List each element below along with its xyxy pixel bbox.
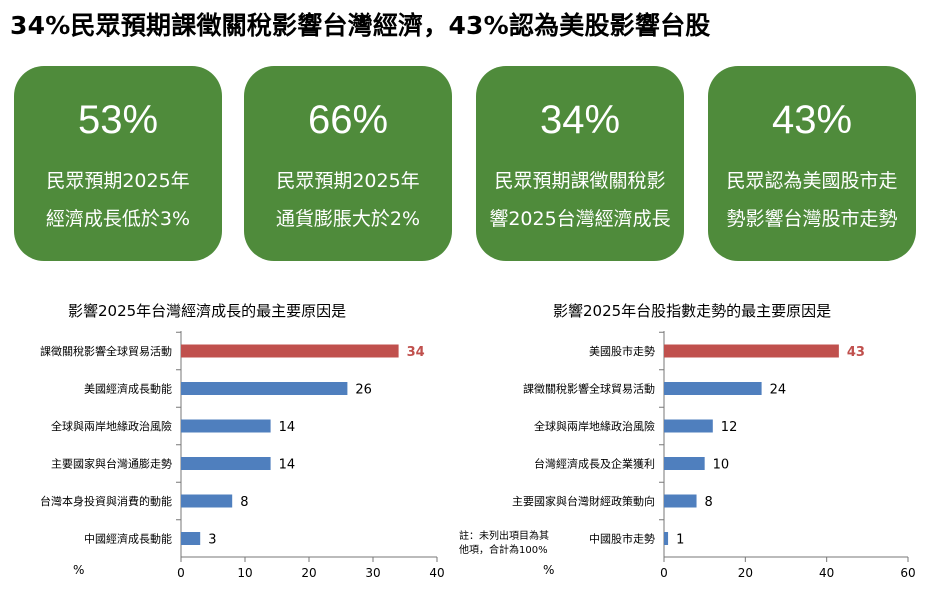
- data-label: 24: [770, 383, 787, 398]
- category-label: 中國經濟成長動能: [84, 532, 172, 546]
- stat-value: 53%: [77, 98, 159, 142]
- x-tick-label: 40: [819, 566, 834, 580]
- bar: [664, 457, 705, 470]
- category-label: 美國經濟成長動能: [84, 382, 172, 396]
- stat-desc-line: 民眾預期課徵關稅影: [494, 170, 666, 192]
- category-label: 台灣本身投資與消費的動能: [40, 494, 172, 508]
- bar: [664, 532, 669, 545]
- category-label: 全球與兩岸地緣政治風險: [51, 419, 172, 433]
- stat-desc-line: 響2025台灣經濟成長: [489, 208, 671, 230]
- data-label: 14: [279, 458, 296, 473]
- stat-description: 民眾預期2025年 通貨膨脹大於2%: [252, 162, 444, 238]
- stat-value: 43%: [771, 98, 853, 142]
- data-label: 3: [208, 533, 216, 548]
- bar: [664, 494, 697, 508]
- chart-footnote: 註：未列出項目為其 他項，合計為100%: [459, 530, 549, 558]
- bar: [664, 344, 839, 358]
- x-tick-label: 20: [301, 566, 316, 580]
- data-label: 12: [721, 420, 738, 435]
- category-label: 課徵關稅影響全球貿易活動: [523, 382, 655, 396]
- bar: [664, 419, 713, 433]
- stat-value: 34%: [539, 98, 621, 142]
- data-label: 8: [705, 495, 713, 510]
- x-tick-label: 20: [738, 566, 753, 580]
- footnote-line: 他項，合計為100%: [459, 545, 548, 556]
- bar: [181, 494, 233, 508]
- data-label: 14: [279, 420, 296, 435]
- stat-description: 民眾預期2025年 經濟成長低於3%: [22, 162, 214, 238]
- bar: [181, 419, 271, 433]
- stat-desc-line: 經濟成長低於3%: [45, 208, 191, 230]
- bar: [181, 532, 201, 545]
- stat-value: 66%: [307, 98, 389, 142]
- chart-title-stocks: 影響2025年台股指數走勢的最主要原因是: [553, 302, 832, 320]
- stat-card-tariff: 34% 民眾預期課徵關稅影 響2025台灣經濟成長: [476, 66, 684, 261]
- category-label: 中國股市走勢: [589, 532, 655, 546]
- stat-desc-line: 勢影響台灣股市走勢: [726, 208, 898, 230]
- stat-desc-line: 民眾預期2025年: [276, 170, 420, 192]
- category-label: 課徵關稅影響全球貿易活動: [40, 344, 172, 358]
- x-tick-label: 30: [365, 566, 380, 580]
- axis-unit-label: %: [73, 563, 85, 577]
- data-label: 1: [676, 533, 684, 548]
- x-tick-label: 60: [900, 566, 915, 580]
- data-label: 10: [713, 458, 730, 473]
- category-label: 美國股市走勢: [589, 344, 655, 358]
- stat-card-us-stocks: 43% 民眾認為美國股市走 勢影響台灣股市走勢: [708, 66, 916, 261]
- chart-title-economy: 影響2025年台灣經濟成長的最主要原因是: [68, 302, 347, 320]
- x-tick-label: 0: [177, 566, 185, 580]
- bar: [181, 457, 271, 470]
- axis-unit-label: %: [543, 563, 555, 577]
- stat-card-inflation: 66% 民眾預期2025年 通貨膨脹大於2%: [244, 66, 452, 261]
- bar: [664, 382, 762, 395]
- data-label: 34: [407, 345, 425, 360]
- stat-card-growth: 53% 民眾預期2025年 經濟成長低於3%: [14, 66, 222, 261]
- stat-desc-line: 民眾認為美國股市走: [726, 170, 898, 192]
- footnote-line: 註：未列出項目為其: [459, 531, 549, 542]
- category-label: 主要國家與台灣通膨走勢: [51, 457, 172, 471]
- x-tick-label: 0: [660, 566, 668, 580]
- stat-description: 民眾預期課徵關稅影 響2025台灣經濟成長: [484, 162, 676, 238]
- category-label: 全球與兩岸地緣政治風險: [534, 419, 655, 433]
- data-label: 26: [355, 383, 372, 398]
- page-title: 34%民眾預期課徵關稅影響台灣經濟，43%認為美股影響台股: [10, 11, 711, 40]
- stat-desc-line: 通貨膨脹大於2%: [275, 208, 421, 230]
- bar: [181, 344, 399, 358]
- bar: [181, 382, 348, 395]
- category-label: 主要國家與台灣財經政策動向: [512, 494, 655, 508]
- stat-desc-line: 民眾預期2025年: [46, 170, 190, 192]
- x-tick-label: 40: [429, 566, 444, 580]
- data-label: 8: [240, 495, 248, 510]
- category-label: 台灣經濟成長及企業獲利: [534, 457, 655, 471]
- data-label: 43: [847, 345, 865, 360]
- stat-description: 民眾認為美國股市走 勢影響台灣股市走勢: [716, 162, 908, 238]
- x-tick-label: 10: [237, 566, 252, 580]
